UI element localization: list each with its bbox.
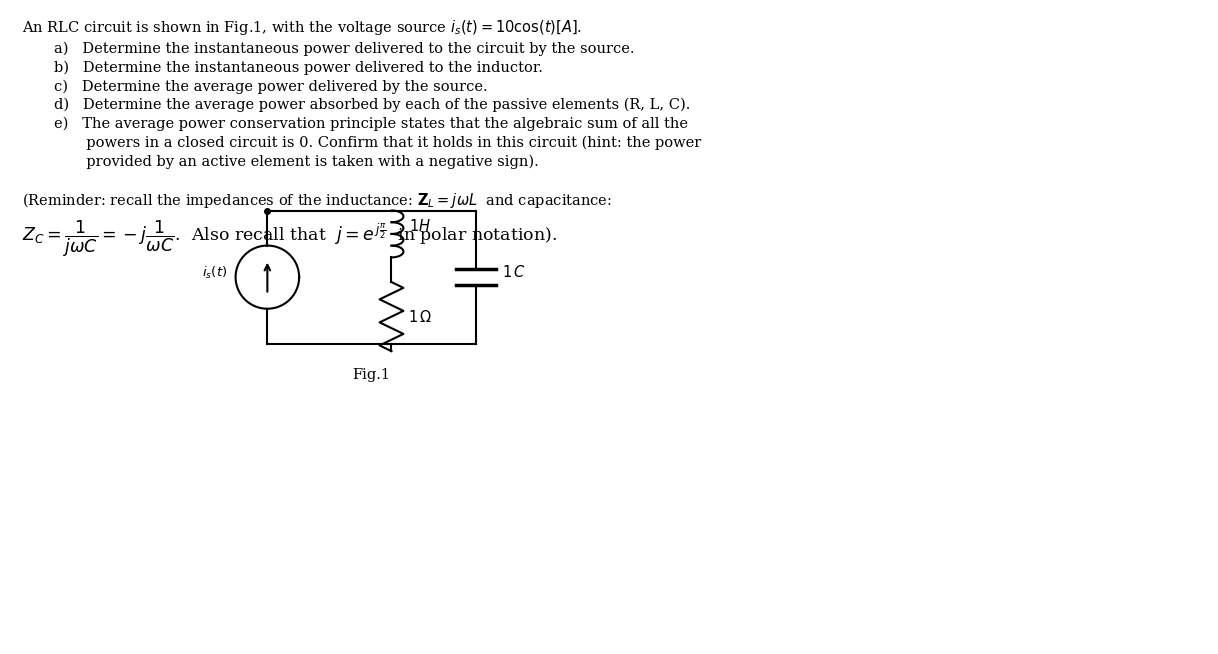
Text: powers in a closed circuit is 0. Confirm that it holds in this circuit (hint: th: powers in a closed circuit is 0. Confirm… xyxy=(54,135,702,150)
Text: a)   Determine the instantaneous power delivered to the circuit by the source.: a) Determine the instantaneous power del… xyxy=(54,42,635,56)
Text: $1H$: $1H$ xyxy=(409,218,431,234)
Text: provided by an active element is taken with a negative sign).: provided by an active element is taken w… xyxy=(54,154,538,169)
Text: d)   Determine the average power absorbed by each of the passive elements (R, L,: d) Determine the average power absorbed … xyxy=(54,98,691,112)
Text: $1\,C$: $1\,C$ xyxy=(502,264,526,280)
Text: An RLC circuit is shown in Fig.1, with the voltage source $i_s(t) = 10\cos(t)[A]: An RLC circuit is shown in Fig.1, with t… xyxy=(22,18,582,37)
Text: Fig.1: Fig.1 xyxy=(353,368,391,383)
Text: (Reminder: recall the impedances of the inductance: $\mathbf{Z}_L = j\omega L$  : (Reminder: recall the impedances of the … xyxy=(22,191,611,210)
Text: $Z_C = \dfrac{1}{j\omega C} = -j\dfrac{1}{\omega C}$.  Also recall that  $j = e^: $Z_C = \dfrac{1}{j\omega C} = -j\dfrac{1… xyxy=(22,218,557,259)
Text: $1\,\Omega$: $1\,\Omega$ xyxy=(408,309,432,324)
Text: b)   Determine the instantaneous power delivered to the inductor.: b) Determine the instantaneous power del… xyxy=(54,60,543,75)
Text: c)   Determine the average power delivered by the source.: c) Determine the average power delivered… xyxy=(54,79,487,94)
Text: e)   The average power conservation principle states that the algebraic sum of a: e) The average power conservation princi… xyxy=(54,116,688,131)
Text: $i_s(t)$: $i_s(t)$ xyxy=(202,265,228,281)
